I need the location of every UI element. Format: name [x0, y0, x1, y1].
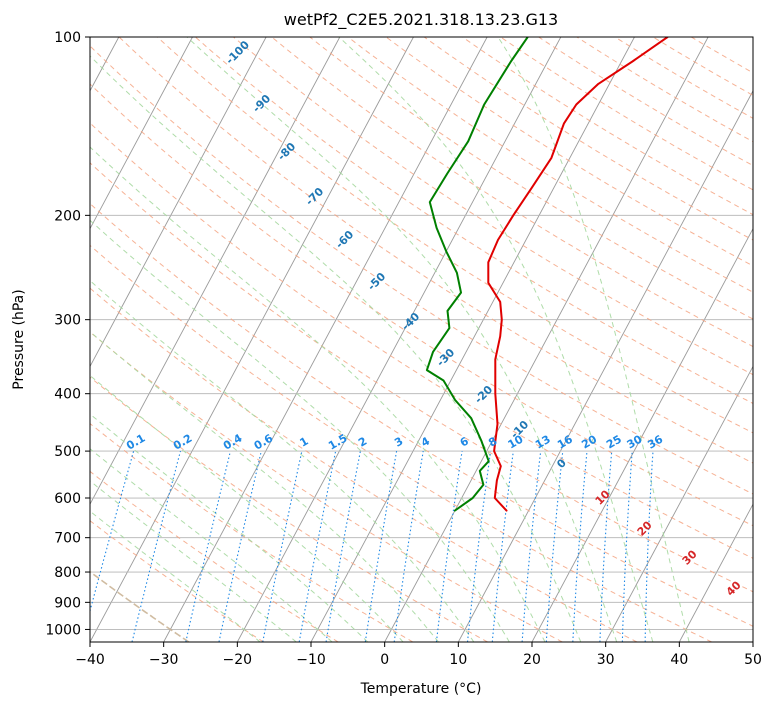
mixing-ratio-line	[132, 451, 181, 642]
x-tick-label: −30	[149, 652, 179, 668]
x-tick-label: 50	[744, 652, 762, 668]
moist-adiabat-line	[0, 37, 439, 642]
isotherm-line	[0, 37, 192, 642]
y-axis-label: Pressure (hPa)	[11, 289, 27, 389]
isotherm-line	[311, 37, 634, 642]
y-tick-label: 600	[54, 491, 81, 507]
mixing-ratio-line	[645, 451, 653, 642]
mixing-ratio-label: 25	[604, 433, 624, 452]
dry-adiabat-line	[0, 37, 637, 642]
dry-adiabat-line	[0, 37, 488, 642]
mixing-ratio-label: 2	[356, 435, 369, 450]
x-tick-label: −10	[296, 652, 326, 668]
mixing-ratio-label: 36	[645, 432, 665, 451]
dry-adiabat-line	[615, 37, 775, 642]
moist-adiabat-label: 10	[593, 487, 613, 507]
mixing-ratio-line	[622, 451, 632, 642]
y-tick-label: 300	[54, 313, 81, 329]
moist-adiabat-line	[0, 37, 368, 642]
dry-adiabat-line	[272, 37, 775, 642]
dry-adiabat-line	[0, 37, 264, 642]
moist-adiabat-line	[0, 37, 403, 642]
dry-adiabat-line	[157, 37, 775, 642]
isotherm-line	[237, 37, 560, 642]
dry-adiabat-label: -40	[399, 310, 422, 333]
mixing-ratio-label: 6	[458, 434, 471, 449]
mixing-ratio-label: 13	[533, 433, 553, 452]
mixing-ratio-line	[573, 451, 587, 642]
mixing-ratio-line	[263, 451, 302, 642]
mixing-ratio-line	[492, 451, 513, 642]
mixing-ratio-label: 1	[298, 435, 311, 450]
dry-adiabat-line	[0, 37, 775, 642]
moist-adiabat-label: 20	[635, 518, 655, 538]
mixing-ratio-line	[600, 451, 612, 642]
y-tick-label: 700	[54, 531, 81, 547]
chart-title: wetPf2_C2E5.2021.318.13.23.G13	[284, 10, 558, 30]
moist-adiabat-line	[71, 37, 580, 642]
isotherm-line	[16, 37, 339, 642]
isotherm-line	[0, 37, 266, 642]
x-tick-label: −20	[223, 652, 253, 668]
x-tick-label: 10	[449, 652, 467, 668]
y-tick-label: 800	[54, 565, 81, 581]
mixing-ratio-line	[326, 451, 360, 642]
dry-adiabat-label: -60	[333, 228, 356, 251]
dry-adiabat-label: -100	[223, 38, 252, 67]
mixing-ratio-line	[436, 451, 462, 642]
dry-adiabat-line	[0, 37, 712, 642]
y-tick-label: 900	[54, 595, 81, 611]
mixing-ratio-line	[299, 451, 335, 642]
dry-adiabat-line	[0, 37, 338, 642]
dry-adiabat-line	[577, 37, 775, 642]
dry-adiabat-label: -20	[472, 383, 495, 406]
y-tick-label: 400	[54, 387, 81, 403]
dry-adiabat-line	[501, 37, 775, 642]
isotherm-line	[164, 37, 487, 642]
mixing-ratio-line	[546, 451, 563, 642]
x-tick-label: 20	[523, 652, 541, 668]
dry-adiabat-line	[0, 37, 775, 642]
y-tick-label: 100	[54, 30, 81, 46]
plot-frame	[90, 37, 753, 642]
dry-adiabat-label: -30	[434, 346, 457, 369]
dry-adiabat-label: -90	[250, 92, 273, 115]
y-tick-label: 200	[54, 208, 81, 224]
x-tick-label: 30	[597, 652, 615, 668]
mixing-ratio-label: 0.4	[221, 431, 245, 452]
dry-adiabat-label: -50	[365, 270, 388, 293]
x-axis-label: Temperature (°C)	[360, 681, 482, 697]
isotherm-line	[90, 37, 413, 642]
moist-adiabat-label: 40	[724, 578, 744, 598]
mixing-ratio-label: 30	[625, 432, 645, 451]
dry-adiabat-label: -70	[303, 185, 326, 208]
y-tick-label: 1000	[45, 622, 81, 638]
x-tick-label: −40	[75, 652, 105, 668]
plot-area	[0, 37, 775, 642]
x-tick-label: 0	[380, 652, 389, 668]
y-tick-label: 500	[54, 444, 81, 460]
moist-adiabat-line	[0, 37, 545, 642]
x-tick-label: 40	[670, 652, 688, 668]
isotherm-line	[753, 37, 775, 642]
dry-adiabat-line	[310, 37, 775, 642]
mixing-ratio-label: 20	[579, 432, 599, 451]
dry-adiabat-line	[43, 37, 775, 642]
mixing-ratio-label: 0.6	[252, 431, 276, 452]
mixing-ratio-label: 0.2	[171, 432, 194, 453]
mixing-ratio-label: 16	[555, 432, 575, 451]
dry-adiabat-line	[424, 37, 775, 642]
dry-adiabat-label: -80	[275, 140, 298, 163]
mixing-ratio-label: 1.5	[326, 432, 349, 453]
mixing-ratio-line	[365, 451, 396, 642]
